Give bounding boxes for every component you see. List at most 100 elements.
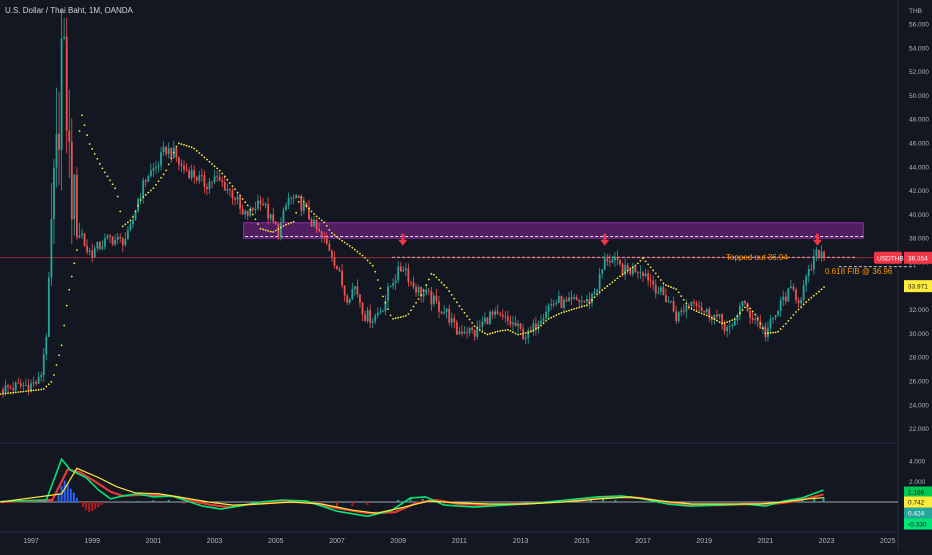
- candle-body: [287, 198, 290, 206]
- candle-body: [318, 229, 321, 232]
- time-tick-label: 2009: [390, 538, 406, 545]
- price-tick-label: 40.000: [909, 212, 929, 219]
- sar-dot: [667, 285, 670, 288]
- candle-body: [509, 320, 512, 325]
- sar-dot: [142, 196, 145, 199]
- sar-dot: [175, 145, 178, 148]
- candle-body: [410, 281, 412, 283]
- candle-body: [272, 214, 275, 222]
- sar-dot: [453, 297, 456, 300]
- sar-dot: [417, 298, 420, 300]
- candle-body: [328, 243, 331, 251]
- candle-body: [504, 316, 507, 318]
- sar-dot: [499, 329, 502, 332]
- sar-dot: [264, 229, 267, 232]
- candle-body: [206, 186, 208, 190]
- candle-body: [162, 146, 165, 153]
- sar-dot: [231, 185, 234, 188]
- candle-body: [231, 190, 234, 199]
- sar-dot: [269, 230, 272, 233]
- sar-dot: [807, 298, 810, 301]
- time-tick-label: 2025: [880, 538, 896, 545]
- sar-dot: [601, 289, 604, 292]
- sar-dot: [573, 307, 576, 310]
- candle-body: [440, 311, 443, 314]
- sar-dot: [777, 330, 780, 333]
- candle-body: [356, 286, 359, 295]
- candle-body: [392, 283, 394, 286]
- down-arrow-marker: [812, 239, 822, 246]
- candle-body: [662, 287, 665, 296]
- candle-body: [160, 152, 162, 166]
- sar-dot: [779, 328, 782, 330]
- sar-dot: [27, 390, 30, 392]
- sar-dot: [458, 305, 461, 307]
- candle-body: [134, 211, 137, 220]
- sar-dot: [733, 318, 736, 321]
- last-price-value: 36.354: [908, 255, 928, 262]
- indicator-histogram-bar: [69, 488, 72, 502]
- sar-dot: [731, 319, 734, 322]
- candle-body: [540, 320, 542, 324]
- indicator-histogram-bar: [351, 502, 354, 507]
- sar-dot: [310, 210, 313, 213]
- candle-body: [463, 331, 466, 334]
- sar-dot: [501, 329, 504, 332]
- indicator-histogram-bar: [366, 502, 369, 506]
- candle-body: [216, 176, 219, 178]
- candle-body: [591, 293, 593, 304]
- candle-body: [50, 219, 53, 278]
- time-tick-label: 2003: [207, 538, 223, 545]
- candle-body: [14, 382, 17, 391]
- candle-body: [119, 236, 122, 239]
- sar-dot: [741, 309, 744, 312]
- sar-dot: [144, 194, 147, 196]
- down-arrow-marker: [600, 239, 610, 246]
- sar-dot: [746, 304, 749, 307]
- candle-body: [60, 38, 63, 150]
- candle-body: [557, 296, 560, 303]
- candle-body: [180, 164, 183, 166]
- candle-body: [285, 205, 287, 210]
- sar-dot: [455, 301, 458, 304]
- candle-body: [517, 323, 519, 326]
- sar-dot: [445, 286, 448, 289]
- candle-body: [573, 297, 576, 300]
- candle-body: [614, 256, 616, 261]
- candle-body: [616, 256, 619, 260]
- chart-title: U.S. Dollar / Thai Baht, 1M, OANDA: [5, 6, 133, 15]
- annotation-fib: 0.618 FIB @ 36.96: [825, 267, 893, 276]
- sar-dot: [55, 364, 58, 367]
- candle-body: [506, 316, 509, 321]
- sar-dot: [267, 230, 270, 232]
- indicator-value-badge: [904, 518, 932, 530]
- sar-dot: [40, 388, 43, 391]
- indicator-histogram-bar: [72, 492, 75, 502]
- sar-dot: [93, 153, 96, 155]
- sar-dot: [797, 308, 800, 311]
- sar-dot: [619, 275, 621, 278]
- sar-dot: [430, 272, 433, 275]
- candle-body: [777, 310, 780, 316]
- sar-dot: [259, 227, 262, 230]
- candle-body: [486, 317, 489, 325]
- sar-dot: [336, 236, 338, 238]
- sar-dot: [659, 279, 662, 281]
- candle-body: [601, 269, 604, 274]
- candle-body: [519, 323, 522, 329]
- candle-body: [784, 296, 787, 302]
- indicator-value-label: 0.742: [908, 500, 925, 507]
- candle-body: [624, 265, 627, 276]
- candle-body: [195, 177, 198, 181]
- sar-dot: [274, 229, 277, 232]
- sar-dot: [476, 327, 479, 329]
- candle-body: [116, 236, 119, 241]
- candle-body: [481, 321, 484, 327]
- sar-dot: [586, 304, 588, 307]
- price-tick-label: 32.000: [909, 307, 929, 314]
- sar-dot: [239, 194, 242, 197]
- sar-dot: [109, 179, 111, 182]
- candle-body: [96, 241, 99, 249]
- candle-body: [450, 318, 453, 323]
- candle-body: [586, 298, 588, 302]
